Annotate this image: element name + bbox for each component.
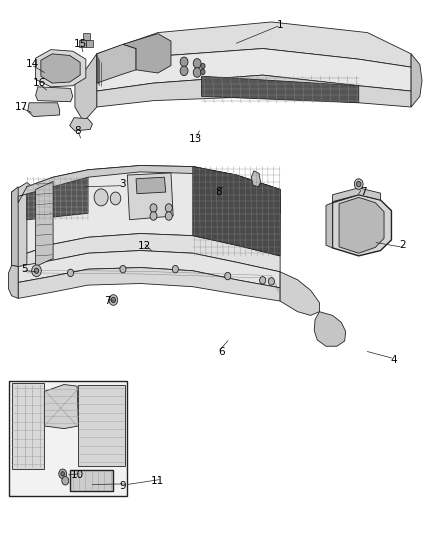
Polygon shape xyxy=(35,87,73,102)
Polygon shape xyxy=(251,171,261,187)
Polygon shape xyxy=(411,54,422,107)
Circle shape xyxy=(111,297,116,303)
Polygon shape xyxy=(35,50,86,87)
Circle shape xyxy=(34,268,39,273)
Polygon shape xyxy=(97,75,411,107)
Text: 7: 7 xyxy=(104,296,111,306)
Text: 1: 1 xyxy=(277,20,283,30)
Polygon shape xyxy=(136,177,166,193)
Text: 12: 12 xyxy=(138,241,152,251)
Polygon shape xyxy=(18,251,280,288)
Polygon shape xyxy=(27,233,280,272)
Circle shape xyxy=(150,204,157,212)
Polygon shape xyxy=(75,54,97,122)
Circle shape xyxy=(165,212,172,220)
Polygon shape xyxy=(332,188,381,201)
Text: 8: 8 xyxy=(215,187,223,197)
Polygon shape xyxy=(9,265,18,298)
Polygon shape xyxy=(27,165,280,256)
Text: 10: 10 xyxy=(71,471,84,480)
Text: 11: 11 xyxy=(151,477,165,486)
Text: 15: 15 xyxy=(74,39,87,49)
Polygon shape xyxy=(28,103,60,117)
Polygon shape xyxy=(79,39,86,47)
Polygon shape xyxy=(127,173,173,220)
Polygon shape xyxy=(18,165,280,203)
Circle shape xyxy=(165,204,172,212)
Polygon shape xyxy=(12,383,44,469)
Polygon shape xyxy=(44,384,78,429)
Circle shape xyxy=(193,68,201,77)
Polygon shape xyxy=(70,118,92,131)
Circle shape xyxy=(61,472,64,476)
Circle shape xyxy=(32,265,41,277)
Circle shape xyxy=(268,278,275,285)
Circle shape xyxy=(59,469,67,479)
Polygon shape xyxy=(332,195,392,256)
Text: 13: 13 xyxy=(188,134,201,144)
Polygon shape xyxy=(326,203,332,248)
Polygon shape xyxy=(97,22,411,67)
Polygon shape xyxy=(12,187,18,266)
Polygon shape xyxy=(86,39,93,47)
Polygon shape xyxy=(41,54,80,83)
Circle shape xyxy=(193,59,201,68)
Text: 9: 9 xyxy=(120,481,126,490)
Polygon shape xyxy=(123,34,171,73)
Polygon shape xyxy=(70,470,113,491)
Circle shape xyxy=(260,277,266,284)
Polygon shape xyxy=(314,312,346,346)
Circle shape xyxy=(225,272,231,280)
Circle shape xyxy=(109,295,118,305)
Text: 14: 14 xyxy=(25,60,39,69)
Polygon shape xyxy=(201,76,359,103)
Polygon shape xyxy=(18,268,280,301)
Polygon shape xyxy=(97,41,158,67)
Polygon shape xyxy=(18,172,280,217)
Polygon shape xyxy=(78,384,125,466)
Circle shape xyxy=(67,269,74,277)
Polygon shape xyxy=(339,197,384,253)
Text: 8: 8 xyxy=(74,126,81,136)
Polygon shape xyxy=(97,49,411,91)
Polygon shape xyxy=(35,181,53,266)
Polygon shape xyxy=(280,272,319,316)
Circle shape xyxy=(180,57,188,67)
Polygon shape xyxy=(83,33,90,40)
Text: 7: 7 xyxy=(360,187,367,197)
Text: 5: 5 xyxy=(21,264,28,274)
Text: 4: 4 xyxy=(390,354,397,365)
Text: 2: 2 xyxy=(399,240,406,250)
Circle shape xyxy=(150,212,157,220)
Circle shape xyxy=(62,477,69,485)
Circle shape xyxy=(180,66,188,76)
Text: 3: 3 xyxy=(120,179,126,189)
Circle shape xyxy=(172,265,178,273)
Circle shape xyxy=(354,179,363,189)
Circle shape xyxy=(357,181,361,187)
Circle shape xyxy=(201,63,205,69)
Circle shape xyxy=(201,69,205,75)
Polygon shape xyxy=(27,177,88,220)
Text: 17: 17 xyxy=(15,102,28,112)
Polygon shape xyxy=(193,166,280,256)
Text: 16: 16 xyxy=(32,78,46,88)
Circle shape xyxy=(120,265,126,273)
Polygon shape xyxy=(10,381,127,496)
Polygon shape xyxy=(97,44,136,83)
Polygon shape xyxy=(12,182,35,273)
Circle shape xyxy=(94,189,108,206)
Text: 6: 6 xyxy=(218,346,225,357)
Circle shape xyxy=(110,192,121,205)
